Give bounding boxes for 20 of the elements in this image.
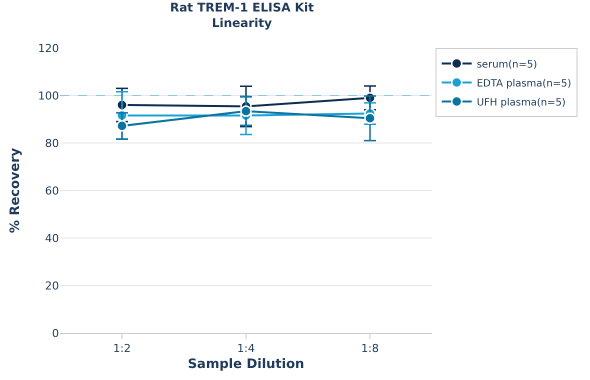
y-axis-title: % Recovery	[8, 147, 23, 234]
y-tick-label: 20	[45, 279, 59, 292]
chart-subtitle: Linearity	[212, 16, 272, 30]
y-tick-label: 0	[52, 326, 59, 340]
legend-label: serum(n=5)	[476, 59, 538, 70]
y-tick-label: 120	[38, 42, 59, 55]
x-tick-label: 1:8	[361, 342, 379, 356]
y-tick-label: 40	[45, 232, 59, 245]
y-tick-label: 100	[38, 89, 59, 102]
y-tick-label: 80	[45, 136, 59, 150]
chart-title: Rat TREM-1 ELISA Kit	[170, 0, 314, 14]
x-axis-title: Sample Dilution	[188, 356, 304, 372]
point	[364, 112, 376, 124]
legend-label: EDTA plasma(n=5)	[476, 78, 572, 90]
x-tick-label: 1:2	[113, 342, 131, 356]
legend-label: UFH plasma(n=5)	[476, 97, 566, 108]
y-tick-label: 60	[45, 184, 59, 198]
x-tick-label: 1:4	[237, 342, 255, 356]
point	[116, 120, 128, 132]
point	[240, 105, 252, 117]
